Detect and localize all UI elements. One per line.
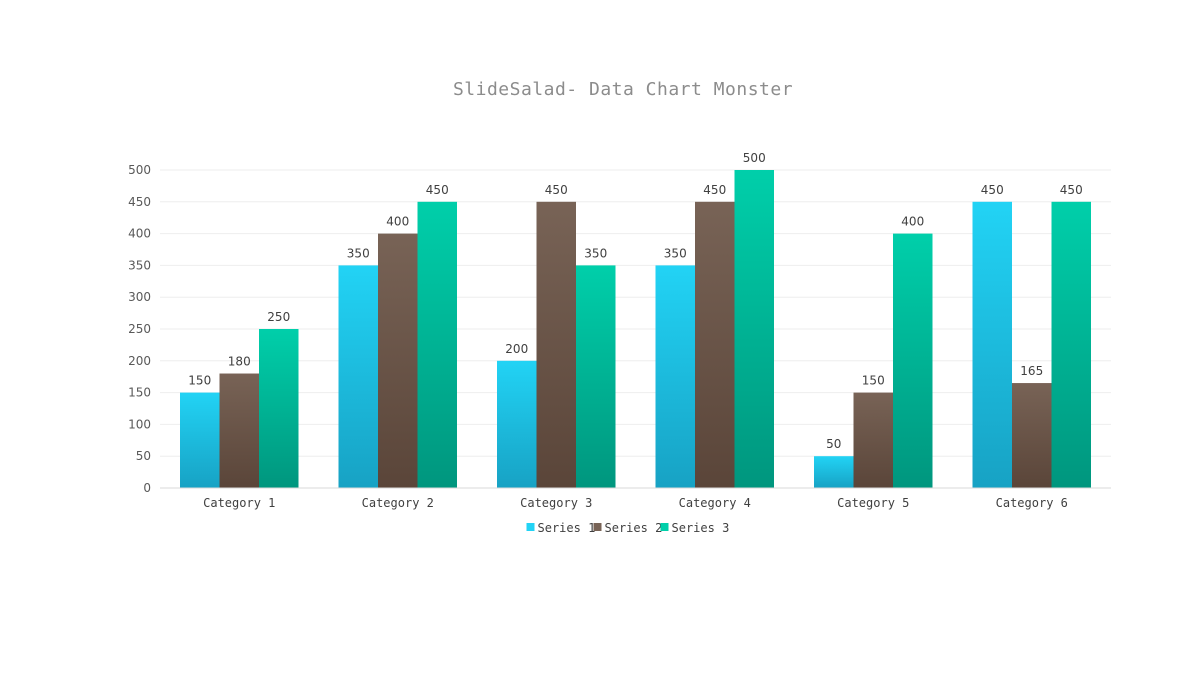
bar-series-3-category-3 — [576, 265, 616, 488]
x-tick-label: Category 2 — [362, 496, 434, 510]
legend-label: Series 3 — [672, 521, 730, 535]
bars — [180, 170, 1091, 489]
data-label: 150 — [862, 374, 885, 388]
data-label: 150 — [188, 374, 211, 388]
data-label: 350 — [664, 246, 687, 260]
y-tick-label: 250 — [128, 322, 151, 336]
legend: Series 1 Series 2 Series 3 — [526, 521, 730, 535]
legend-item-series-1: Series 1 — [526, 521, 596, 535]
bar-series-3-category-6 — [1051, 201, 1091, 489]
bar-series-1-category-1 — [180, 392, 220, 488]
y-tick-label: 350 — [128, 258, 151, 272]
y-tick-label: 150 — [128, 386, 151, 400]
bar-series-2-category-5 — [853, 392, 893, 488]
x-tick-label: Category 4 — [679, 496, 751, 510]
bar-series-2-category-2 — [378, 233, 418, 488]
data-label: 400 — [386, 215, 409, 229]
data-label: 250 — [267, 310, 290, 324]
bar-series-1-category-3 — [497, 360, 537, 488]
legend-swatch — [660, 523, 669, 531]
data-label: 450 — [545, 183, 568, 197]
data-label: 450 — [426, 183, 449, 197]
legend-item-series-2: Series 2 — [593, 521, 663, 535]
y-tick-label: 200 — [128, 354, 151, 368]
chart-title: SlideSalad- Data Chart Monster — [453, 79, 793, 100]
gridlines — [160, 169, 1111, 457]
legend-swatch — [593, 523, 602, 531]
data-label: 450 — [1060, 183, 1083, 197]
legend-label: Series 2 — [605, 521, 663, 535]
data-label: 50 — [826, 437, 841, 451]
data-label: 500 — [743, 151, 766, 165]
y-tick-label: 400 — [128, 227, 151, 241]
x-tick-label: Category 3 — [520, 496, 592, 510]
bar-series-3-category-2 — [417, 201, 457, 489]
x-tick-label: Category 6 — [996, 496, 1068, 510]
bar-series-1-category-5 — [814, 456, 854, 488]
data-label: 450 — [981, 183, 1004, 197]
bar-series-2-category-1 — [219, 373, 259, 488]
bar-series-3-category-5 — [893, 233, 933, 488]
y-axis-ticks: 0 50 100 150 200 250 300 350 400 450 500 — [128, 163, 151, 495]
data-label: 400 — [901, 215, 924, 229]
x-tick-label: Category 1 — [203, 496, 275, 510]
bar-series-3-category-1 — [259, 329, 299, 488]
data-label: 350 — [584, 246, 607, 260]
legend-item-series-3: Series 3 — [660, 521, 730, 535]
legend-swatch — [526, 523, 535, 531]
data-label: 200 — [505, 342, 528, 356]
bar-series-2-category-3 — [536, 201, 576, 489]
data-label: 180 — [228, 355, 251, 369]
bar-series-1-category-6 — [972, 201, 1012, 489]
y-tick-label: 450 — [128, 195, 151, 209]
bar-series-3-category-4 — [734, 170, 774, 488]
bar-series-1-category-4 — [655, 265, 695, 488]
bar-series-2-category-6 — [1012, 383, 1052, 488]
y-tick-label: 0 — [143, 481, 151, 495]
bar-series-1-category-2 — [338, 265, 378, 488]
x-axis-categories: Category 1 Category 2 Category 3 Category 4… — [203, 496, 1068, 510]
x-tick-label: Category 5 — [837, 496, 909, 510]
bar-series-2-category-4 — [695, 201, 735, 489]
data-label: 450 — [703, 183, 726, 197]
legend-label: Series 1 — [538, 521, 596, 535]
y-tick-label: 300 — [128, 290, 151, 304]
data-label: 165 — [1020, 364, 1043, 378]
y-tick-label: 500 — [128, 163, 151, 177]
y-tick-label: 100 — [128, 417, 151, 431]
data-label: 350 — [347, 246, 370, 260]
y-tick-label: 50 — [136, 449, 151, 463]
data-labels: 150 180 250 350 400 450 200 450 350 350 450 500 50 15… — [188, 151, 1082, 451]
